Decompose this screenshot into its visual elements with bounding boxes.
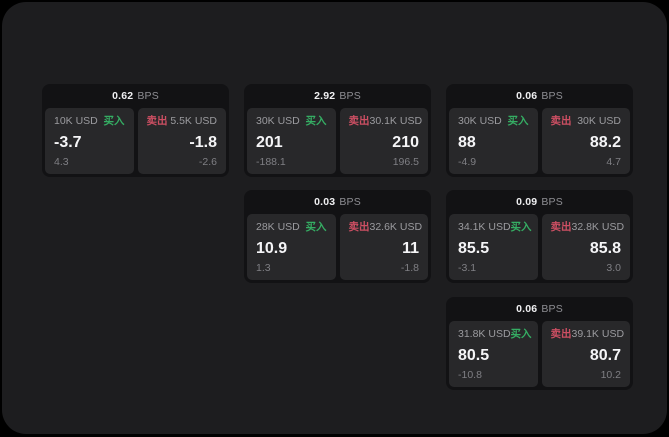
sell-side-label: 卖出 xyxy=(550,328,572,340)
sell-notional: 39.1K USD xyxy=(571,328,625,340)
buy-delta: 1.3 xyxy=(256,262,271,274)
buy-price: 10.9 xyxy=(256,239,288,257)
quote-card: 0.09 BPS 34.1K USD 买入 85.5 -3.1 卖出 32.8K… xyxy=(446,190,633,283)
quote-card: 0.06 BPS 31.8K USD 买入 80.5 -10.8 卖出 39.1… xyxy=(446,297,633,390)
quote-card: 0.03 BPS 28K USD 买入 10.9 1.3 卖出 32.6K US… xyxy=(244,190,431,283)
buy-quote-panel[interactable]: 30K USD 买入 88 -4.9 xyxy=(449,108,538,174)
buy-delta: -10.8 xyxy=(458,369,482,381)
bps-value: 0.06 xyxy=(516,303,538,315)
bps-value: 0.62 xyxy=(112,90,134,102)
sell-side-label: 卖出 xyxy=(348,115,370,127)
bps-unit-label: BPS xyxy=(541,303,563,315)
bps-header: 0.06 BPS xyxy=(446,84,633,108)
buy-side-label: 买入 xyxy=(103,115,125,127)
sell-delta: 10.2 xyxy=(600,369,621,381)
buy-quote-panel[interactable]: 28K USD 买入 10.9 1.3 xyxy=(247,214,336,280)
sell-notional: 30K USD xyxy=(577,115,621,127)
sell-quote-panel[interactable]: 卖出 30K USD 88.2 4.7 xyxy=(541,108,630,174)
bps-value: 0.03 xyxy=(314,196,336,208)
buy-price: 85.5 xyxy=(458,239,490,257)
buy-price: 80.5 xyxy=(458,346,490,364)
sell-quote-panel[interactable]: 卖出 5.5K USD -1.8 -2.6 xyxy=(137,108,226,174)
quote-card: 0.06 BPS 30K USD 买入 88 -4.9 卖出 30K USD 8… xyxy=(446,84,633,177)
sell-delta: 3.0 xyxy=(606,262,621,274)
buy-quote-panel[interactable]: 31.8K USD 买入 80.5 -10.8 xyxy=(449,321,538,387)
sell-price: 11 xyxy=(402,239,419,257)
sell-price: 85.8 xyxy=(589,239,621,257)
buy-notional: 34.1K USD xyxy=(458,221,511,233)
sell-delta: 4.7 xyxy=(606,156,621,168)
buy-delta: -188.1 xyxy=(256,156,286,168)
bps-unit-label: BPS xyxy=(339,196,361,208)
sell-quote-panel[interactable]: 卖出 30.1K USD 210 196.5 xyxy=(339,108,428,174)
sell-delta: -2.6 xyxy=(198,156,217,168)
buy-price: 88 xyxy=(458,133,476,151)
bps-unit-label: BPS xyxy=(137,90,159,102)
sell-quote-panel[interactable]: 卖出 32.6K USD 11 -1.8 xyxy=(339,214,428,280)
sell-price: 88.2 xyxy=(589,133,621,151)
sell-delta: -1.8 xyxy=(400,262,419,274)
sell-quote-panel[interactable]: 卖出 32.8K USD 85.8 3.0 xyxy=(541,214,630,280)
bps-header: 2.92 BPS xyxy=(244,84,431,108)
buy-notional: 28K USD xyxy=(256,221,300,233)
bps-unit-label: BPS xyxy=(339,90,361,102)
sell-notional: 30.1K USD xyxy=(369,115,423,127)
buy-notional: 30K USD xyxy=(256,115,300,127)
sell-notional: 32.8K USD xyxy=(571,221,625,233)
buy-quote-panel[interactable]: 30K USD 买入 201 -188.1 xyxy=(247,108,336,174)
buy-notional: 30K USD xyxy=(458,115,502,127)
buy-price: 201 xyxy=(256,133,283,151)
buy-side-label: 买入 xyxy=(510,328,532,340)
sell-price: 210 xyxy=(392,133,419,151)
sell-notional: 5.5K USD xyxy=(170,115,217,127)
bps-value: 0.06 xyxy=(516,90,538,102)
buy-side-label: 买入 xyxy=(305,115,327,127)
bps-unit-label: BPS xyxy=(541,196,563,208)
bps-header: 0.03 BPS xyxy=(244,190,431,214)
buy-notional: 10K USD xyxy=(54,115,98,127)
sell-price: 80.7 xyxy=(589,346,621,364)
sell-quote-panel[interactable]: 卖出 39.1K USD 80.7 10.2 xyxy=(541,321,630,387)
bps-header: 0.06 BPS xyxy=(446,297,633,321)
buy-notional: 31.8K USD xyxy=(458,328,511,340)
quote-card: 0.62 BPS 10K USD 买入 -3.7 4.3 卖出 5.5K USD… xyxy=(42,84,229,177)
buy-side-label: 买入 xyxy=(305,221,327,233)
buy-side-label: 买入 xyxy=(507,115,529,127)
buy-side-label: 买入 xyxy=(510,221,532,233)
sell-notional: 32.6K USD xyxy=(369,221,423,233)
quote-card: 2.92 BPS 30K USD 买入 201 -188.1 卖出 30.1K … xyxy=(244,84,431,177)
sell-delta: 196.5 xyxy=(392,156,419,168)
bps-value: 2.92 xyxy=(314,90,336,102)
buy-quote-panel[interactable]: 10K USD 买入 -3.7 4.3 xyxy=(45,108,134,174)
bps-value: 0.09 xyxy=(516,196,538,208)
sell-side-label: 卖出 xyxy=(348,221,370,233)
sell-price: -1.8 xyxy=(189,133,217,151)
buy-delta: 4.3 xyxy=(54,156,69,168)
bps-header: 0.62 BPS xyxy=(42,84,229,108)
bps-unit-label: BPS xyxy=(541,90,563,102)
sell-side-label: 卖出 xyxy=(550,115,572,127)
buy-delta: -3.1 xyxy=(458,262,477,274)
bps-header: 0.09 BPS xyxy=(446,190,633,214)
sell-side-label: 卖出 xyxy=(146,115,168,127)
buy-price: -3.7 xyxy=(54,133,82,151)
buy-quote-panel[interactable]: 34.1K USD 买入 85.5 -3.1 xyxy=(449,214,538,280)
buy-delta: -4.9 xyxy=(458,156,477,168)
sell-side-label: 卖出 xyxy=(550,221,572,233)
